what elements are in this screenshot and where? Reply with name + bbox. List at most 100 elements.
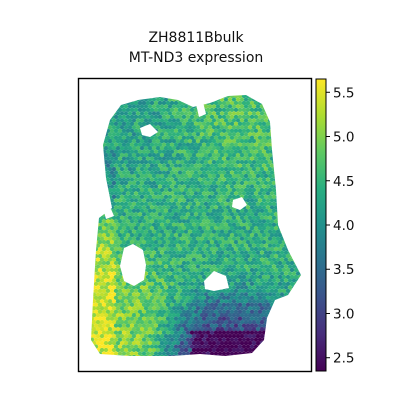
tissue-spot (225, 100, 231, 106)
tissue-spot (93, 198, 99, 203)
tissue-spot (111, 159, 117, 165)
tissue-spot (263, 264, 269, 269)
tissue-spot (139, 187, 145, 193)
tissue-spot (297, 240, 301, 245)
tissue-spot (293, 309, 299, 314)
tissue-spot (185, 163, 191, 168)
tissue-spot (193, 156, 199, 161)
tissue-spot (171, 285, 177, 290)
tissue-spot (229, 330, 235, 335)
tissue-spot (147, 146, 153, 151)
tissue-spot (257, 344, 263, 349)
tissue-spot (123, 222, 129, 227)
tissue-spot (241, 114, 247, 120)
tissue-spot (175, 229, 181, 234)
tissue-spot (297, 163, 301, 168)
tissue-spot (115, 250, 121, 255)
tissue-spot (239, 333, 245, 339)
tissue-spot (101, 288, 107, 294)
tissue-spot (161, 114, 167, 120)
tissue-spot (163, 159, 169, 165)
tissue-spot (237, 149, 243, 154)
tissue-spot (91, 212, 95, 217)
tissue-spot (277, 274, 283, 280)
tissue-spot (275, 187, 281, 193)
tissue-spot (261, 281, 267, 287)
tissue-spot (237, 302, 243, 307)
tissue-spot (217, 323, 223, 328)
tissue-spot (157, 337, 163, 342)
tissue-spot (123, 333, 129, 339)
tissue-spot (205, 205, 211, 210)
tissue-spot (117, 246, 123, 252)
tissue-spot (287, 173, 293, 179)
tissue-spot (123, 236, 129, 241)
tissue-spot (299, 153, 301, 158)
tissue-spot (299, 306, 301, 311)
tissue-spot (209, 267, 215, 273)
tissue-spot (229, 156, 235, 161)
tissue-spot (223, 125, 229, 130)
tissue-spot (199, 278, 205, 283)
tissue-spot (181, 121, 187, 126)
tissue-spot (263, 271, 269, 276)
tissue-spot (115, 243, 121, 248)
tissue-spot (205, 114, 211, 120)
tissue-spot (217, 95, 223, 99)
tissue-spot (265, 149, 271, 154)
tissue-spot (115, 180, 121, 186)
tissue-spot (115, 173, 121, 179)
tissue-spot (231, 180, 237, 186)
tissue-spot (125, 205, 131, 210)
tissue-spot (91, 271, 93, 276)
tissue-spot (91, 180, 93, 186)
tissue-spot (291, 236, 297, 241)
tissue-spot (215, 250, 221, 255)
tissue-spot (213, 170, 219, 175)
tissue-spot (243, 180, 249, 186)
tissue-spot (239, 340, 245, 346)
tissue-spot (271, 313, 277, 318)
tissue-spot (275, 180, 281, 186)
tissue-spot (177, 253, 183, 259)
tissue-spot (263, 194, 269, 200)
tissue-spot (107, 229, 113, 234)
tissue-spot (141, 170, 147, 175)
tissue-spot (151, 229, 157, 234)
tissue-spot (197, 337, 203, 342)
tissue-spot (267, 347, 273, 353)
tissue-spot (251, 194, 257, 200)
tissue-spot (103, 229, 109, 234)
tissue-spot (217, 226, 223, 231)
tissue-spot (151, 292, 157, 297)
tissue-spot (143, 215, 149, 220)
tissue-spot (141, 107, 147, 113)
tissue-spot (291, 153, 297, 158)
tissue-spot (91, 222, 93, 227)
tissue-spot (99, 354, 105, 356)
tissue-spot (91, 163, 95, 168)
tissue-spot (145, 114, 151, 120)
tissue-spot (199, 340, 205, 346)
tissue-spot (147, 173, 153, 179)
tissue-spot (127, 333, 133, 339)
tissue-spot (139, 159, 145, 165)
tissue-spot (91, 292, 93, 297)
tissue-spot (155, 222, 161, 227)
tissue-spot (281, 142, 287, 147)
tissue-spot (299, 327, 301, 332)
tissue-spot (133, 205, 139, 210)
tissue-spot (121, 191, 127, 196)
tissue-spot (161, 274, 167, 280)
tissue-spot (119, 194, 125, 200)
tissue-spot (195, 306, 201, 311)
tissue-spot (247, 125, 253, 130)
tissue-spot (285, 177, 291, 182)
tissue-spot (173, 246, 179, 252)
tissue-spot (141, 295, 147, 300)
tissue-spot (151, 285, 157, 290)
tissue-spot (261, 226, 267, 231)
tissue-spot (151, 215, 157, 220)
tissue-spot (191, 236, 197, 241)
tissue-spot (299, 285, 301, 290)
